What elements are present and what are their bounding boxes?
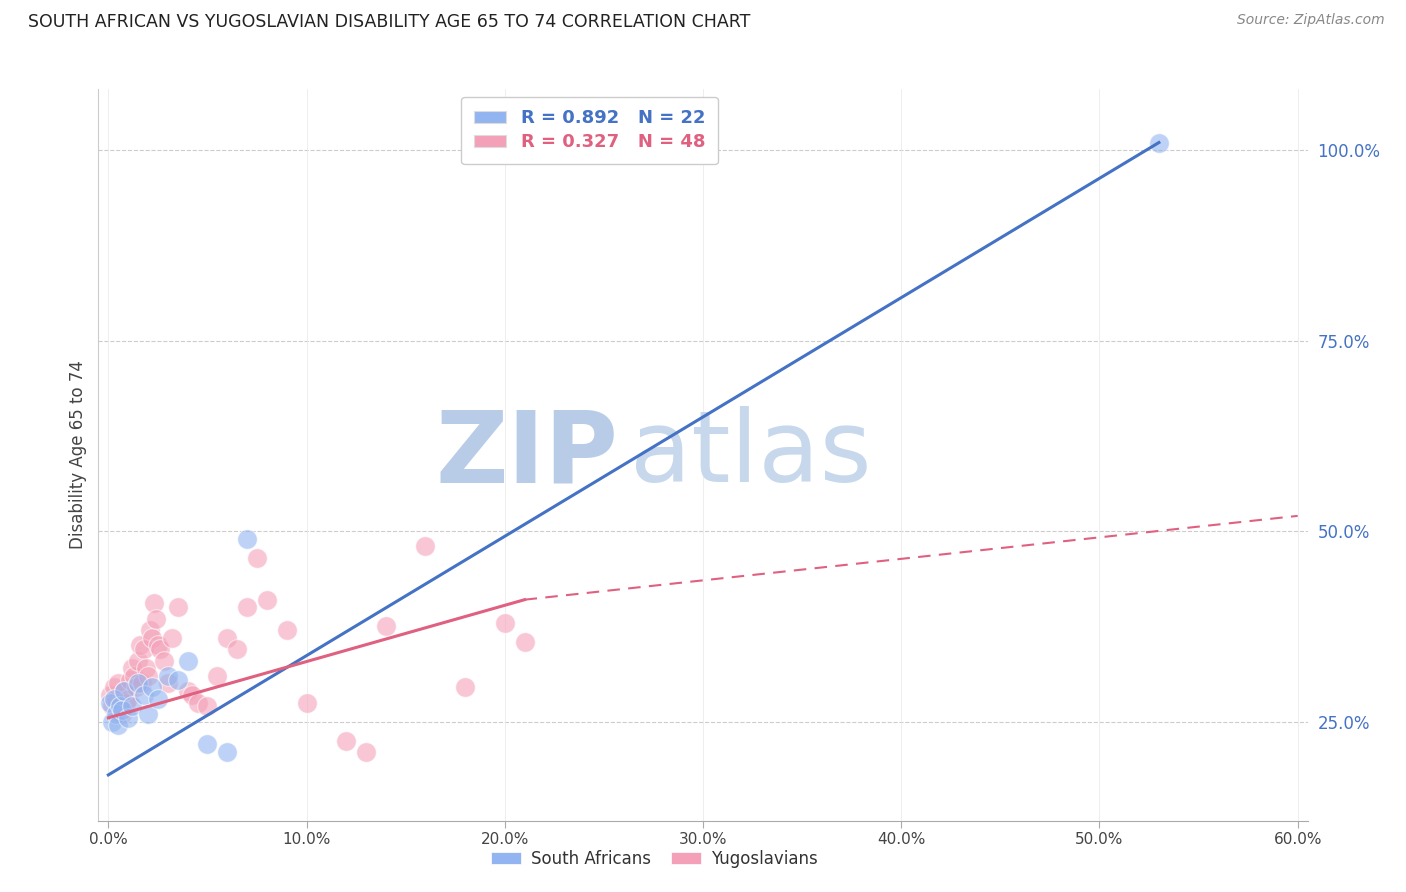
Point	[166, 673, 188, 687]
Point	[125, 681, 148, 695]
Point	[120, 673, 142, 687]
Point	[236, 532, 259, 546]
Point	[146, 639, 169, 653]
Point	[132, 688, 155, 702]
Legend: South Africans, Yugoslavians: South Africans, Yugoslavians	[485, 843, 825, 874]
Point	[354, 745, 377, 759]
Point	[374, 619, 396, 633]
Point	[160, 631, 183, 645]
Point	[111, 703, 134, 717]
Point	[115, 696, 138, 710]
Point	[105, 706, 128, 721]
Point	[149, 642, 172, 657]
Point	[103, 691, 125, 706]
Point	[129, 639, 152, 653]
Text: SOUTH AFRICAN VS YUGOSLAVIAN DISABILITY AGE 65 TO 74 CORRELATION CHART: SOUTH AFRICAN VS YUGOSLAVIAN DISABILITY …	[28, 13, 751, 31]
Point	[454, 681, 477, 695]
Point	[256, 592, 278, 607]
Point	[103, 681, 125, 695]
Point	[236, 600, 259, 615]
Point	[132, 642, 155, 657]
Point	[197, 699, 219, 714]
Y-axis label: Disability Age 65 to 74: Disability Age 65 to 74	[69, 360, 87, 549]
Point	[335, 733, 357, 747]
Point	[415, 539, 437, 553]
Point	[98, 688, 121, 702]
Point	[142, 597, 165, 611]
Point	[136, 706, 159, 721]
Point	[141, 681, 163, 695]
Point	[105, 691, 128, 706]
Point	[207, 669, 229, 683]
Point	[1147, 136, 1170, 150]
Point	[145, 612, 167, 626]
Point	[112, 684, 135, 698]
Point	[197, 738, 219, 752]
Point	[217, 631, 239, 645]
Point	[101, 699, 124, 714]
Point	[176, 684, 198, 698]
Point	[110, 699, 132, 714]
Text: ZIP: ZIP	[436, 407, 619, 503]
Point	[98, 696, 121, 710]
Point	[180, 688, 202, 702]
Point	[101, 714, 124, 729]
Text: atlas: atlas	[630, 407, 872, 503]
Point	[146, 691, 169, 706]
Point	[494, 615, 516, 630]
Point	[226, 642, 249, 657]
Point	[110, 696, 132, 710]
Point	[121, 661, 143, 675]
Point	[156, 669, 179, 683]
Point	[122, 669, 145, 683]
Point	[166, 600, 188, 615]
Text: Source: ZipAtlas.com: Source: ZipAtlas.com	[1237, 13, 1385, 28]
Point	[276, 623, 298, 637]
Point	[295, 696, 318, 710]
Point	[127, 654, 149, 668]
Point	[246, 550, 269, 565]
Point	[176, 654, 198, 668]
Point	[186, 696, 208, 710]
Point	[156, 676, 179, 690]
Point	[131, 676, 153, 690]
Point	[217, 745, 239, 759]
Point	[117, 691, 139, 706]
Point	[141, 631, 163, 645]
Point	[127, 676, 149, 690]
Point	[121, 699, 143, 714]
Point	[107, 718, 129, 732]
Point	[117, 711, 139, 725]
Point	[135, 661, 157, 675]
Point	[136, 669, 159, 683]
Point	[111, 706, 134, 721]
Point	[107, 676, 129, 690]
Point	[139, 623, 162, 637]
Point	[112, 684, 135, 698]
Point	[513, 634, 536, 648]
Point	[153, 654, 176, 668]
